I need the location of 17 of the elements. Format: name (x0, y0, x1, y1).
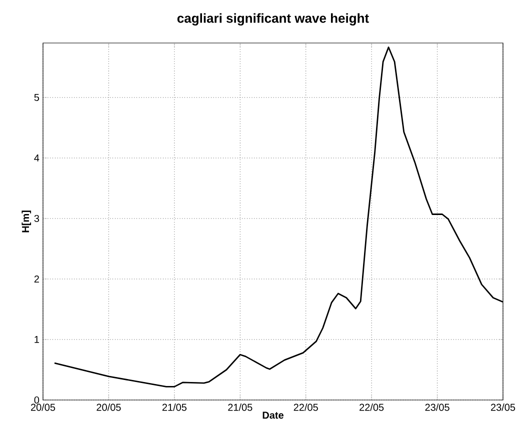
x-tick-label: 20/05 (30, 404, 56, 411)
y-tick-label: 0 (34, 396, 40, 404)
x-tick-label: 21/05 (228, 404, 252, 411)
y-tick-label: 3 (34, 214, 40, 222)
y-tick-label: 4 (34, 154, 40, 162)
y-tick-label: 2 (34, 275, 39, 282)
x-tick-label: 23/05 (425, 404, 450, 411)
y-tick-label: 5 (34, 94, 40, 101)
chart-title: cagliari significant wave height (177, 13, 369, 26)
x-tick-label: 21/05 (162, 404, 187, 411)
y-tick-label: 1 (34, 336, 39, 343)
x-axis-title: Date (262, 412, 284, 419)
y-axis-title: H[m] (22, 210, 32, 232)
x-tick-label: 22/05 (294, 404, 318, 411)
x-tick-label: 22/05 (360, 404, 384, 411)
x-tick-label: 20/05 (96, 404, 121, 411)
x-tick-label: 23/05 (490, 404, 516, 411)
